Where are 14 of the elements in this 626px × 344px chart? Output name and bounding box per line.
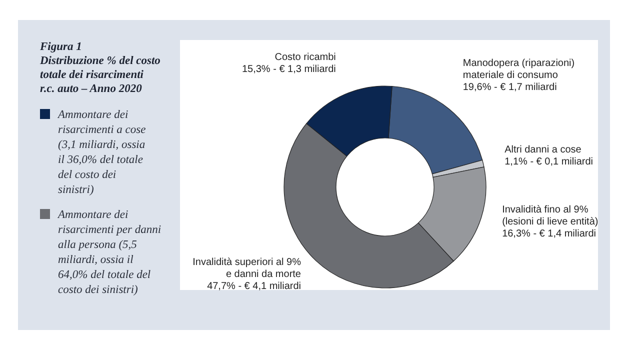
data-label: 16,3% - € 1,4 miliardi (502, 228, 596, 240)
slice-label: Invalidità fino al 9% (lesioni di lieve entità) (502, 204, 598, 228)
data-label: 19,6% - € 1,7 miliardi (462, 82, 557, 93)
text: Distribuzione % del costo totale dei risarcimenti r.c. auto – Anno 2020 (39, 55, 161, 95)
slice-label: Costo ricambi (274, 52, 336, 64)
data-label: 1,1% - € 0,1 miliardi (504, 156, 593, 168)
text: Figura 1 (39, 41, 82, 53)
data-label: 15,3% - € 1,3 miliardi (242, 64, 336, 76)
text: Ammontare dei risarcimenti per danni alla persona (5,5 miliardi, ossia il 64,0% del totale del costo dei sinistri) (57, 209, 162, 296)
text: Ammontare dei risarcimenti a cose (3,1 miliardi, ossia il 36,0% del totale del costo dei sinistri) (57, 109, 146, 196)
slice-label: Altri danni a cose (504, 144, 582, 156)
data-label: 47,7% - € 4,1 miliardi (207, 280, 302, 292)
slice-label: Invalidità superiori al 9% e danni da morte (192, 256, 302, 280)
slice-label: Manodopera (riparazioni) materiale di consumo (462, 58, 575, 81)
